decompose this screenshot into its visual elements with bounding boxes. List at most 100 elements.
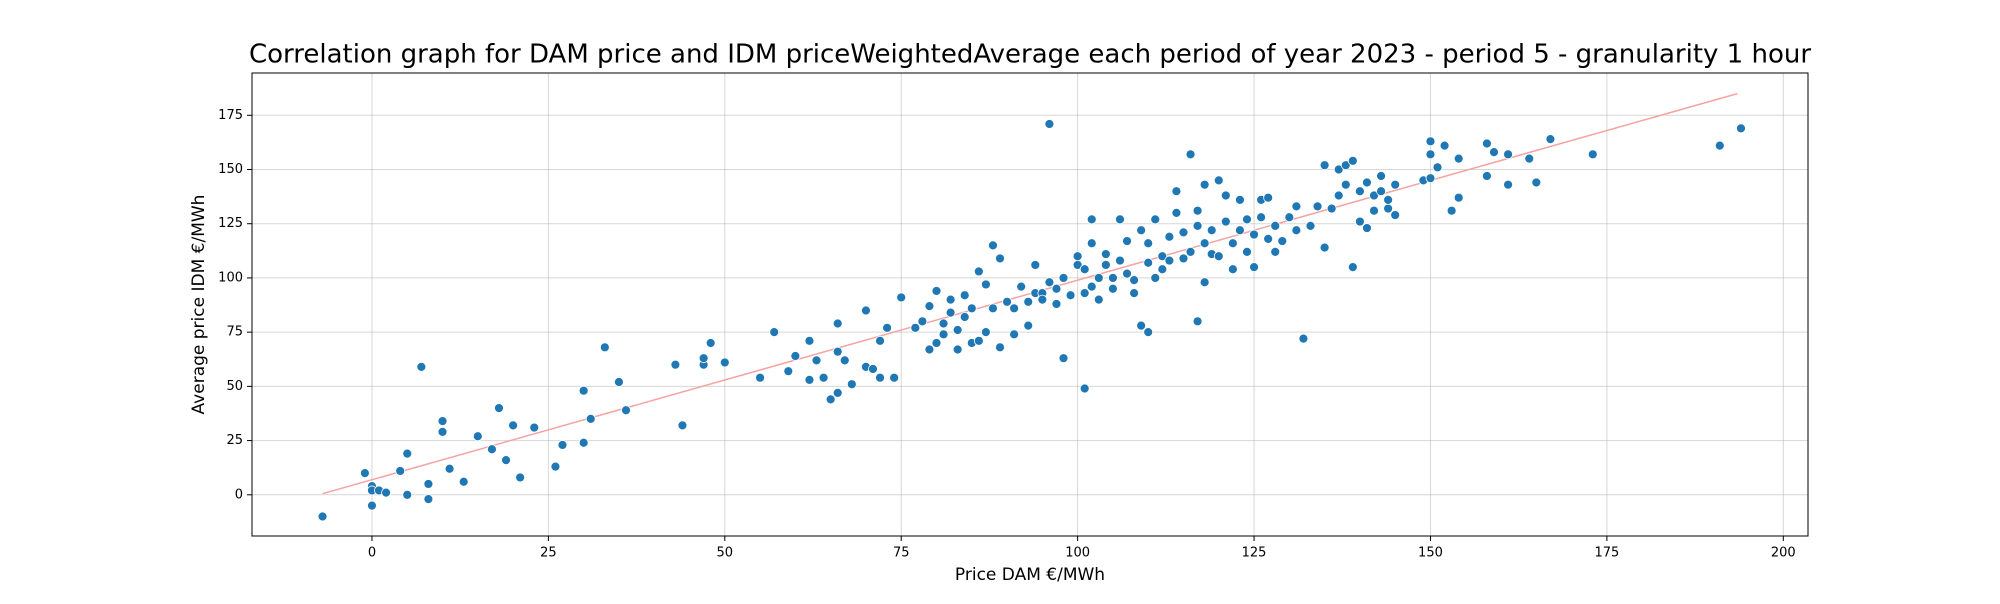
point [1199,238,1210,249]
point [1453,192,1464,203]
point [1115,214,1125,225]
point [501,455,511,465]
point [861,305,871,316]
point [557,440,568,450]
point [1235,194,1245,205]
point [1044,119,1055,129]
point [832,318,843,329]
point [1298,333,1309,344]
point [550,461,561,472]
point [1362,177,1372,188]
point [882,322,893,333]
y-tick-label: 100 [218,270,243,285]
point [1058,353,1069,364]
point [1242,214,1252,225]
point [423,479,434,489]
point [1150,214,1161,225]
y-tick-label: 175 [218,108,243,123]
point [444,463,455,474]
point [1227,238,1238,249]
point [1009,329,1020,340]
point [875,372,885,383]
point [1249,262,1259,272]
y-tick-label: 150 [218,162,243,177]
point [1164,255,1175,266]
point [1347,262,1358,272]
y-tick-label: 125 [218,216,243,231]
point [1136,225,1147,236]
point [1333,164,1344,175]
point [832,387,843,398]
point [705,338,716,348]
point [1023,320,1034,331]
point [670,359,681,370]
point [1736,123,1746,134]
point [1340,160,1351,171]
point [1143,238,1154,249]
point [1355,186,1365,197]
point [846,379,857,390]
point [698,353,709,364]
point [1235,225,1245,236]
point [1425,173,1436,184]
x-tick-label: 175 [1594,546,1619,561]
point [1129,288,1139,299]
point [1263,233,1274,244]
point [1108,283,1118,294]
point [1044,277,1055,288]
point [1030,260,1041,270]
x-tick-label: 25 [540,546,557,561]
point [515,472,526,483]
point [1086,238,1097,249]
point [1390,179,1401,190]
point [1482,138,1492,149]
point [1362,223,1372,233]
point [1369,205,1379,216]
point [437,427,448,437]
point [1009,303,1020,314]
point [1171,186,1182,197]
point [1270,247,1281,257]
point [889,372,900,383]
point [988,240,998,251]
point [1136,320,1147,331]
point [1016,281,1027,292]
point [1376,186,1386,197]
point [1284,212,1295,223]
point [1150,273,1161,283]
point [1319,160,1330,171]
point [1270,220,1281,231]
point [1199,277,1210,288]
x-axis-label: Price DAM €/MWh [955,565,1105,585]
point [917,316,928,327]
point [1157,264,1168,275]
point [973,266,984,277]
point [1164,231,1175,242]
point [423,494,434,505]
point [416,361,427,372]
y-tick-label: 25 [226,433,243,448]
point [1072,251,1083,262]
point [1199,179,1210,190]
point [1263,192,1274,203]
plot-frame [251,72,1809,537]
point [832,346,843,357]
point [1432,162,1443,173]
point [458,476,469,487]
point [952,325,963,335]
point [437,416,448,426]
point [1213,251,1224,262]
point [621,405,631,416]
point [988,303,998,314]
point [381,487,391,498]
point [578,385,589,396]
point [931,286,942,296]
point [1227,264,1238,275]
point [1524,153,1535,164]
point [1093,294,1104,305]
point [783,366,794,377]
point [1376,171,1386,181]
point [1037,294,1048,305]
point [1157,251,1168,262]
